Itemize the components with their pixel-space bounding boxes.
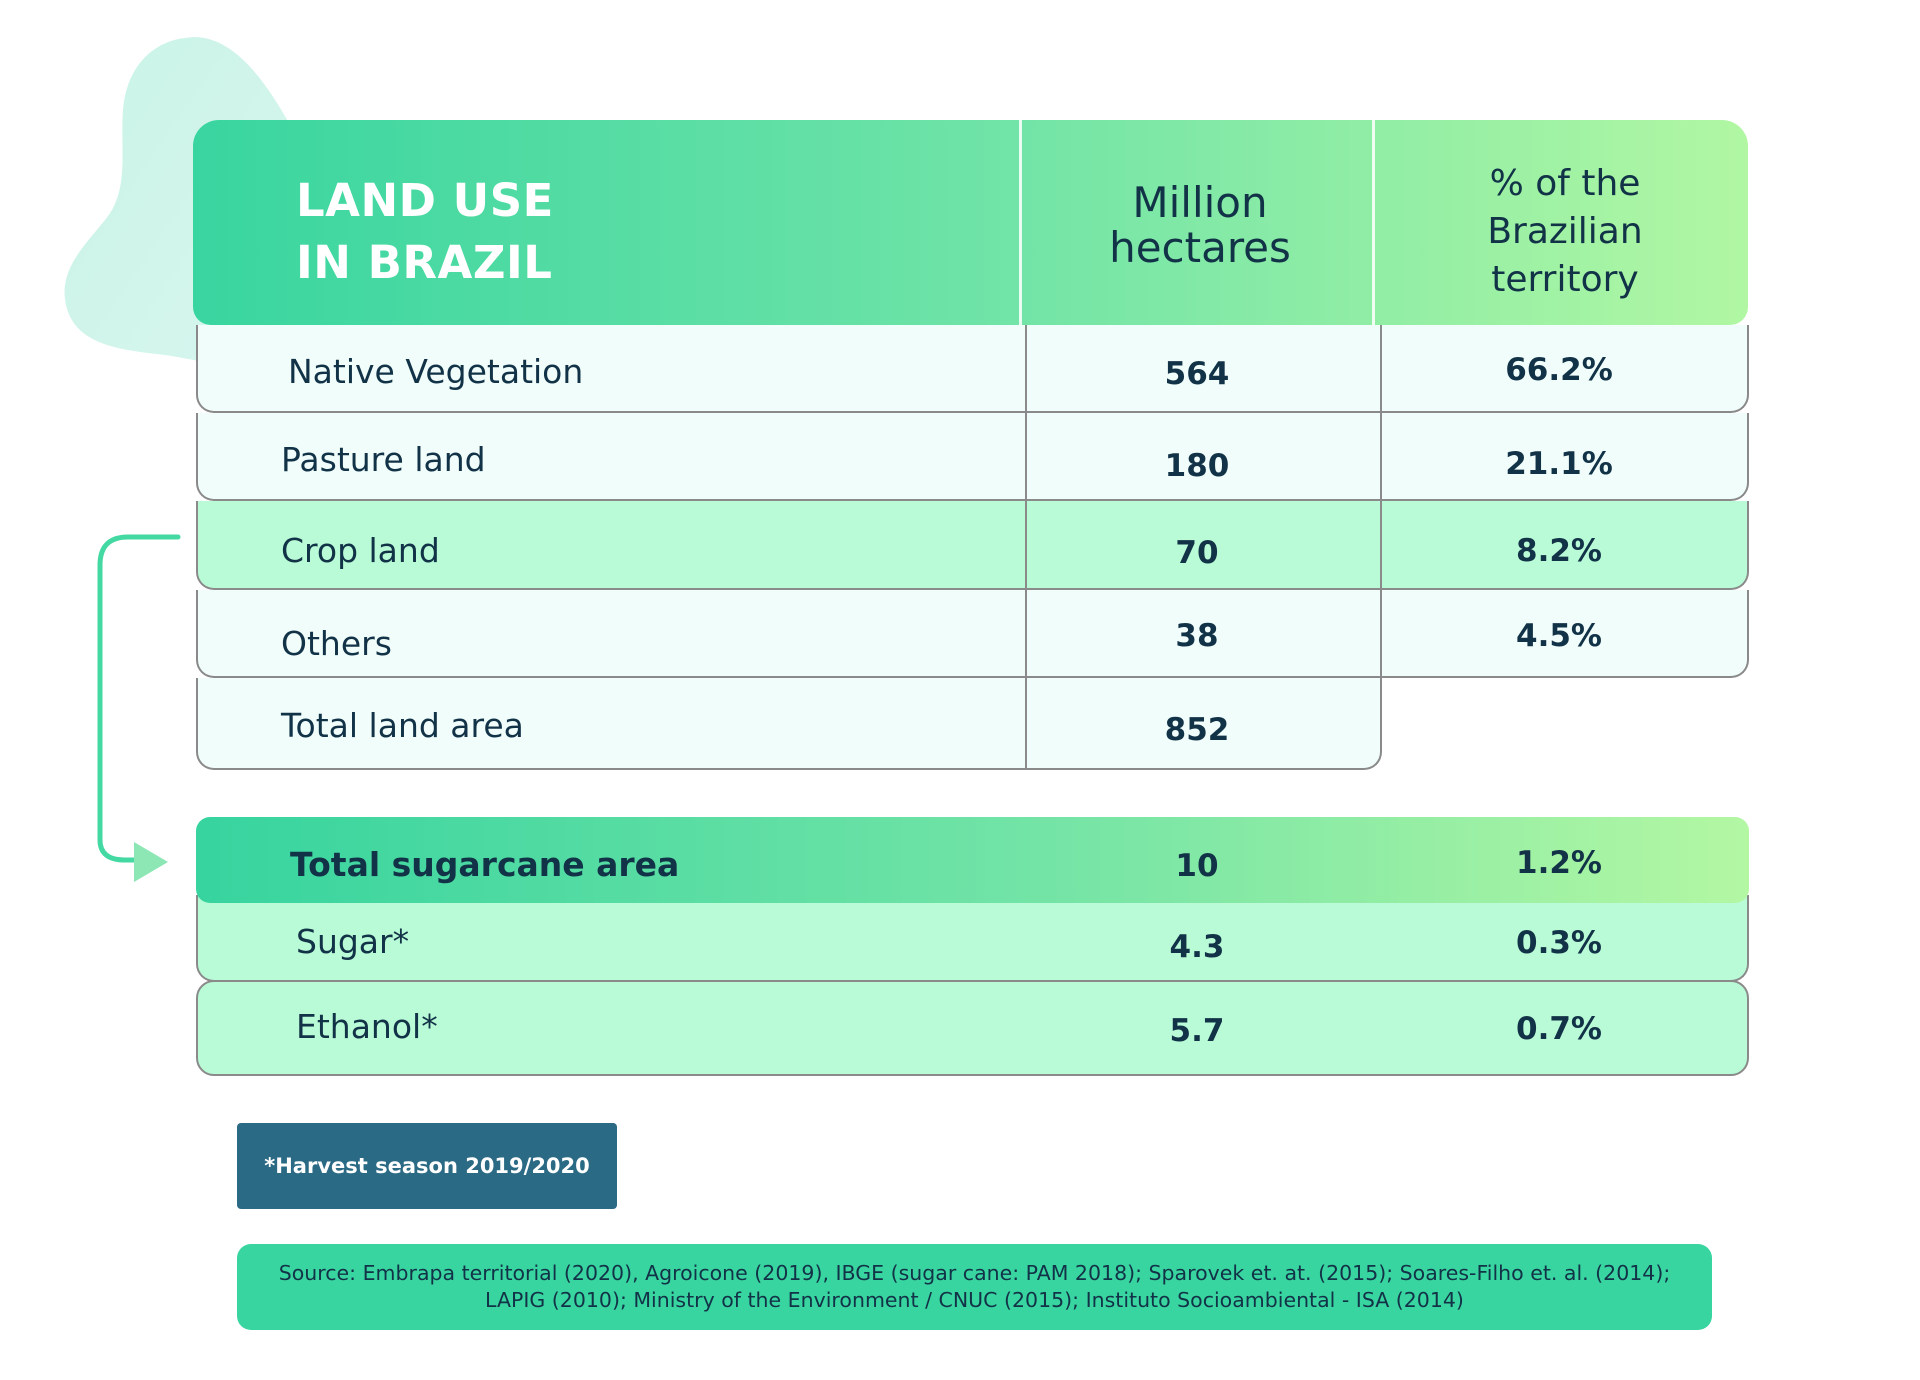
- source-line: Source: Embrapa territorial (2020), Agro…: [278, 1261, 1671, 1285]
- row-label: Pasture land: [281, 440, 486, 479]
- table-row: [196, 590, 1749, 678]
- table-header: [193, 120, 1748, 325]
- sugarcane-hectares: 10: [1175, 848, 1219, 884]
- row-hectares: 564: [1164, 356, 1230, 392]
- footnote-badge: *Harvest season 2019/2020: [237, 1123, 617, 1209]
- sugarcane-title: Total sugarcane area: [290, 845, 680, 884]
- connector-arrow-line: [97, 534, 181, 863]
- column-divider: [1025, 325, 1027, 770]
- header-divider: [1372, 120, 1375, 325]
- column-header-percent: % of the Brazilian territory: [1382, 160, 1748, 304]
- source-box: Source: Embrapa territorial (2020), Agro…: [237, 1244, 1712, 1330]
- header-divider: [1019, 120, 1022, 325]
- column-divider: [1380, 325, 1382, 678]
- source-line: LAPIG (2010); Ministry of the Environmen…: [485, 1288, 1464, 1312]
- row-percent: 8.2%: [1516, 533, 1602, 569]
- column-header-line: Million: [1132, 178, 1268, 227]
- sugarcane-item-label: Sugar*: [296, 922, 410, 961]
- row-percent: 21.1%: [1505, 446, 1613, 482]
- sugarcane-item-percent: 0.3%: [1516, 925, 1602, 961]
- title-line: IN BRAZIL: [296, 236, 553, 289]
- row-hectares: 852: [1164, 712, 1230, 748]
- column-header-line: territory: [1491, 259, 1639, 300]
- column-header-line: hectares: [1109, 223, 1291, 272]
- row-label: Native Vegetation: [288, 352, 584, 391]
- table-row: [196, 678, 1382, 770]
- row-hectares: 38: [1175, 618, 1219, 654]
- sugarcane-item-label: Ethanol*: [296, 1007, 438, 1046]
- row-hectares: 70: [1175, 535, 1219, 571]
- row-hectares: 180: [1164, 448, 1230, 484]
- table-row: [196, 325, 1749, 413]
- sugarcane-header: [196, 817, 1749, 903]
- row-label: Total land area: [281, 706, 524, 745]
- column-header-line: Brazilian: [1487, 211, 1643, 252]
- sugarcane-item-hectares: 5.7: [1169, 1013, 1225, 1049]
- sugarcane-item-hectares: 4.3: [1169, 929, 1225, 965]
- column-header-line: % of the: [1489, 163, 1641, 204]
- table-row: [196, 501, 1749, 590]
- row-percent: 4.5%: [1516, 618, 1602, 654]
- sugarcane-percent: 1.2%: [1516, 845, 1602, 881]
- row-label: Crop land: [281, 531, 440, 570]
- row-label: Others: [281, 624, 392, 663]
- connector-arrow-head: [134, 842, 168, 882]
- table-row: [196, 413, 1749, 501]
- row-percent: 66.2%: [1505, 352, 1613, 388]
- column-header-hectares: Million hectares: [1022, 180, 1378, 270]
- title-line: LAND USE: [296, 174, 554, 227]
- table-title: LAND USE IN BRAZIL: [296, 170, 816, 294]
- sugarcane-item-percent: 0.7%: [1516, 1011, 1602, 1047]
- sugarcane-row: [196, 980, 1749, 1076]
